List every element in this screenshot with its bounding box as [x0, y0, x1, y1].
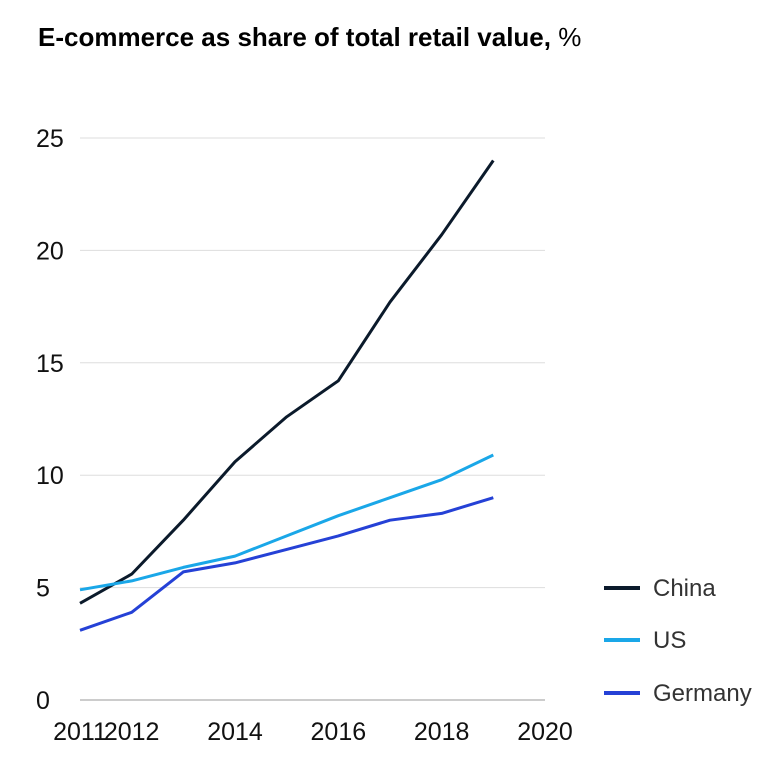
x-tick-label: 2020	[517, 718, 573, 746]
legend-label-germany: Germany	[653, 680, 752, 707]
y-tick-label: 25	[36, 125, 64, 153]
legend-label-us: US	[653, 627, 686, 654]
series-lines	[79, 159, 495, 632]
x-tick-label: 2014	[207, 718, 263, 746]
x-tick-label: 2011	[53, 718, 107, 746]
x-tick-label: 2016	[311, 718, 367, 746]
legend-label-china: China	[653, 575, 716, 602]
y-tick-label: 10	[36, 462, 64, 490]
chart-title-text: E-commerce as share of total retail valu…	[38, 22, 551, 52]
series-line-us	[79, 453, 494, 592]
x-tick-label: 2018	[414, 718, 470, 746]
y-tick-label: 20	[36, 237, 64, 265]
series-line-china	[79, 159, 495, 605]
legend: China US Germany	[604, 575, 752, 707]
chart-title: E-commerce as share of total retail valu…	[38, 22, 581, 53]
x-tick-label: 2012	[104, 718, 160, 746]
chart-title-unit: %	[558, 22, 582, 52]
y-tick-label: 0	[36, 687, 50, 715]
y-tick-label: 15	[36, 350, 64, 378]
series-line-germany	[79, 496, 494, 632]
y-tick-label: 5	[36, 575, 50, 603]
grid-lines	[80, 137, 545, 701]
y-axis-tick-labels: 0 5 10 15 20 25	[36, 125, 64, 715]
